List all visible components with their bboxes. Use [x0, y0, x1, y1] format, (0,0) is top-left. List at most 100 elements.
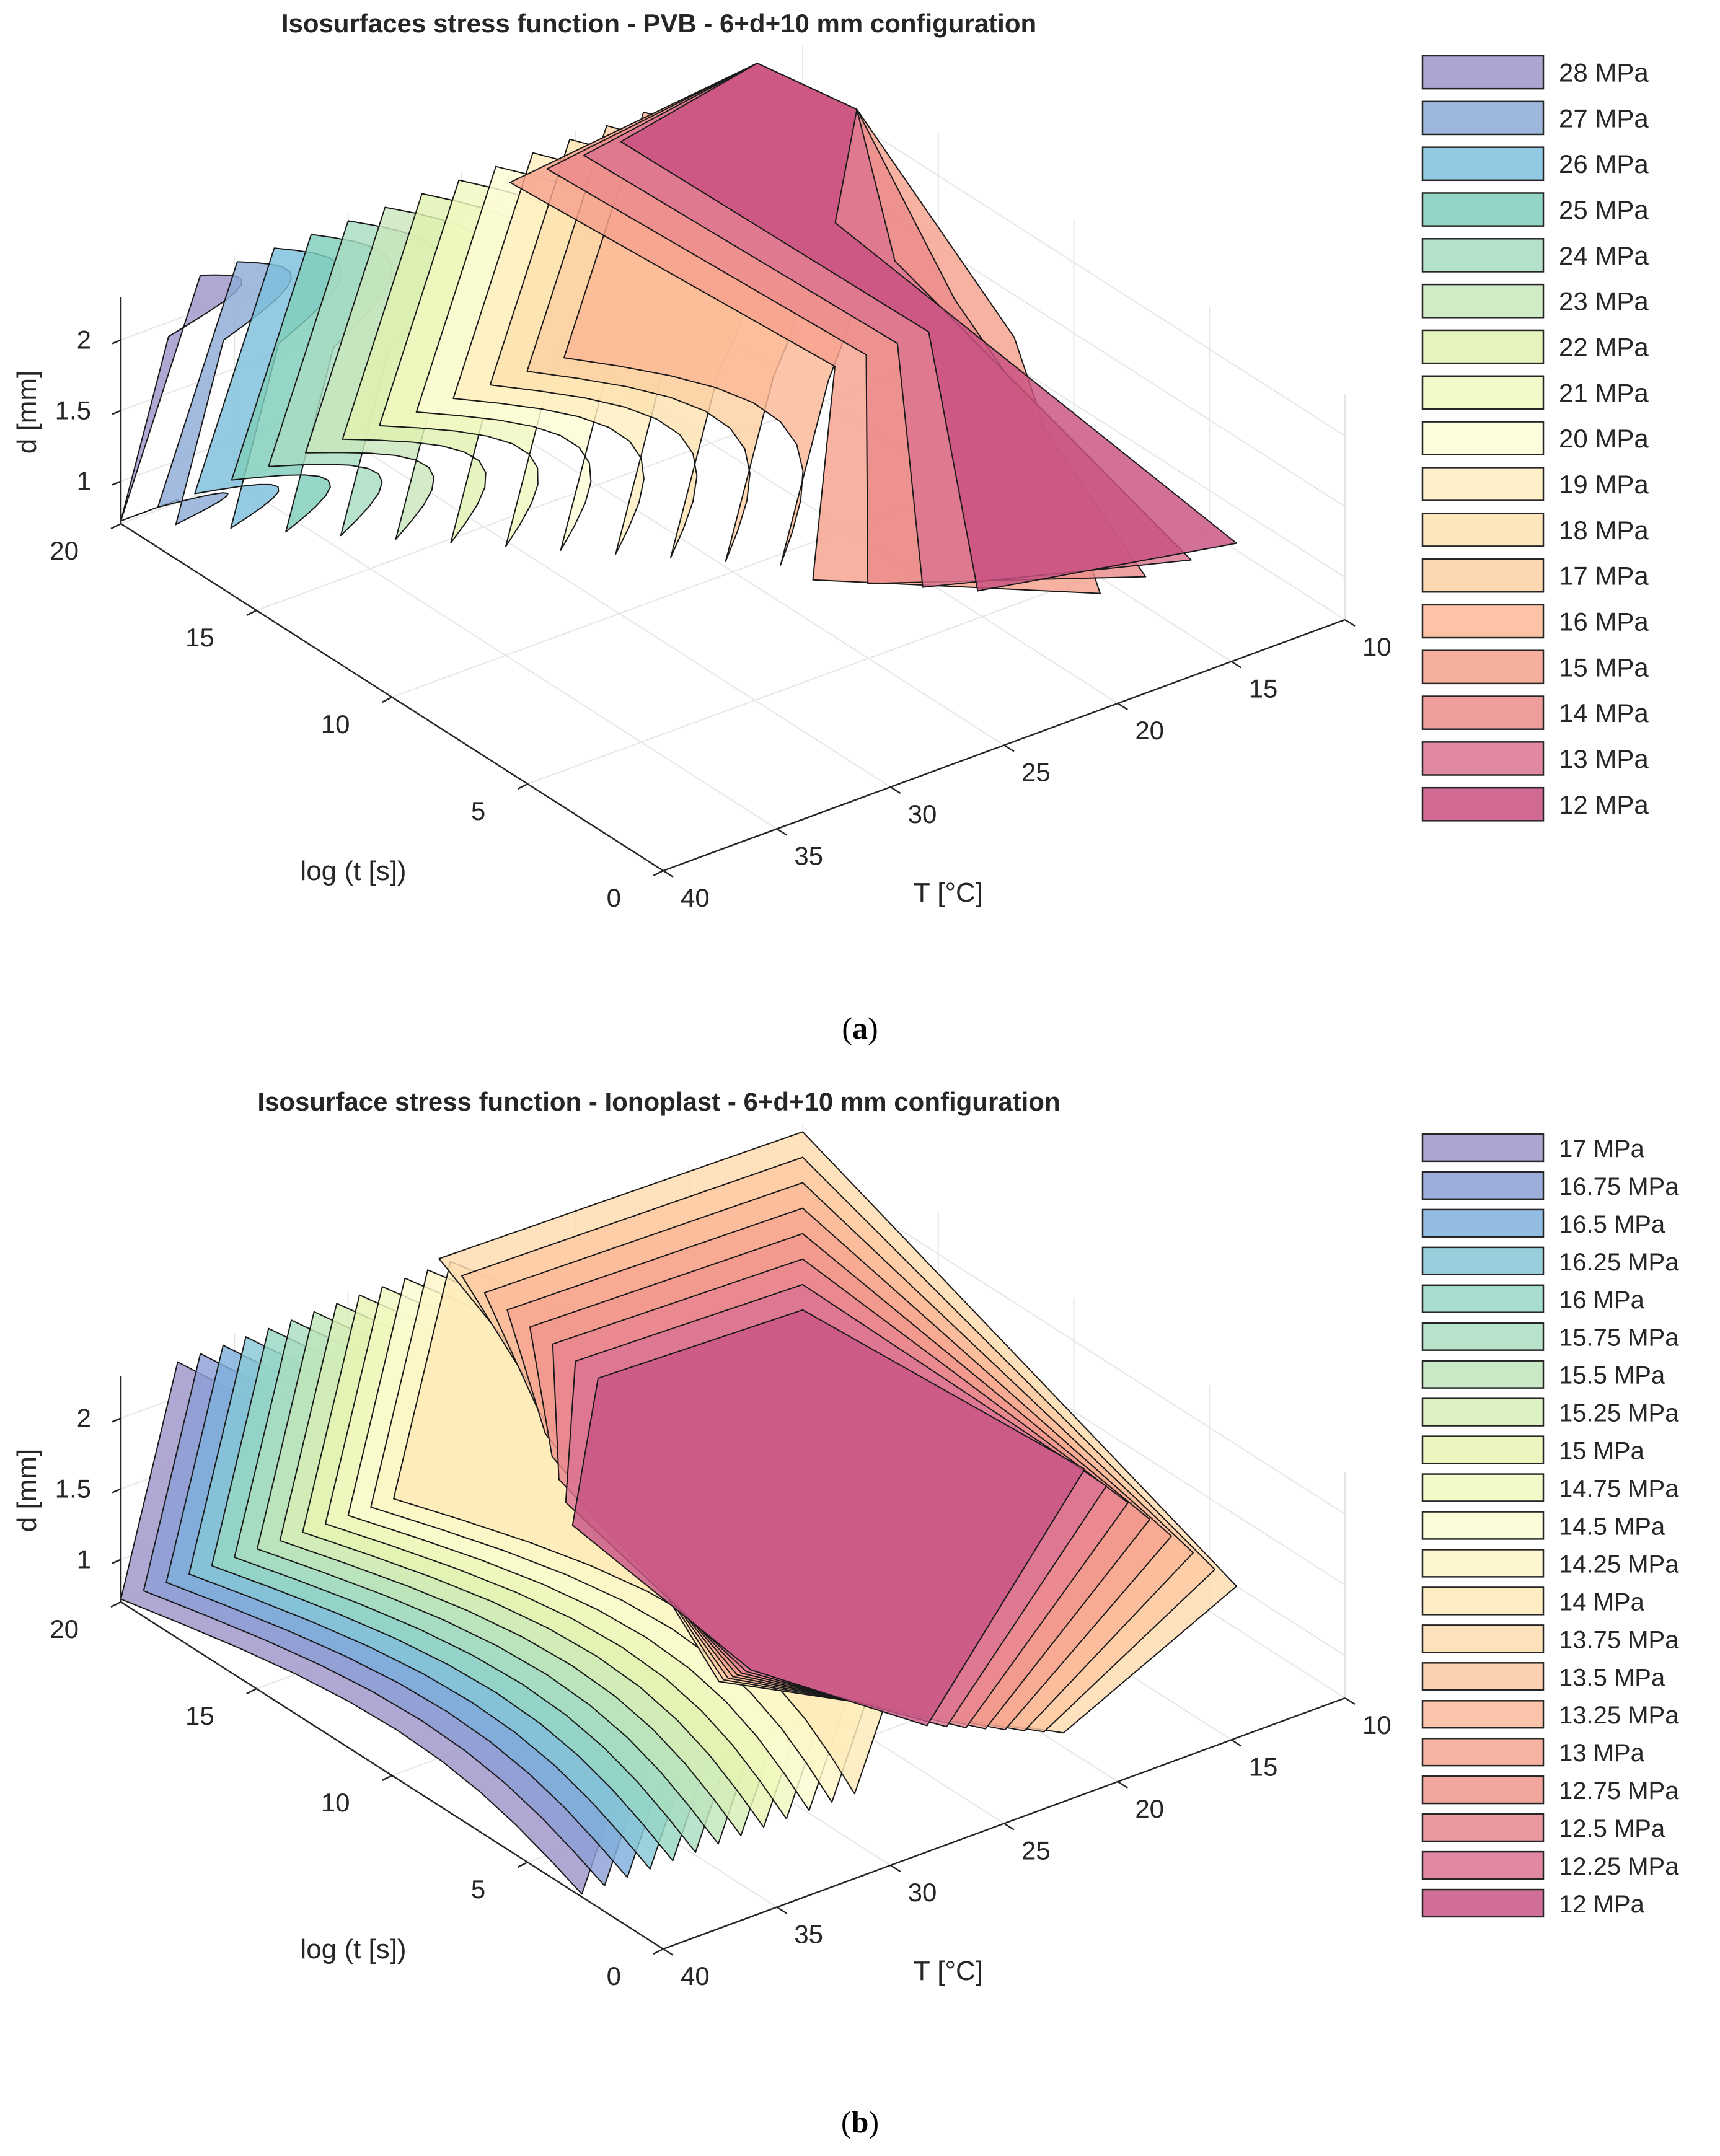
chart-panel-a: Isosurfaces stress function - PVB - 6+d+…: [0, 0, 1720, 1066]
pb-x-tick-label: 40: [681, 1961, 710, 1991]
chart-panel-b: Isosurface stress function - Ionoplast -…: [0, 1078, 1720, 2144]
pa-y-tick: [517, 783, 528, 790]
pb-z-tick-label: 2: [77, 1403, 91, 1432]
pa-legend-label: 26 MPa: [1559, 149, 1649, 178]
pb-y-tick: [653, 1948, 664, 1955]
pa-x-tick-label: 10: [1362, 632, 1391, 661]
pb-legend-swatch: [1421, 1662, 1545, 1691]
pb-legend-label: 15 MPa: [1559, 1438, 1645, 1465]
pb-legend-swatch: [1421, 1435, 1545, 1464]
pb-legend-label: 13.25 MPa: [1559, 1702, 1679, 1729]
pb-legend-label: 14 MPa: [1559, 1588, 1645, 1616]
pa-legend-swatch: [1421, 558, 1545, 593]
pa-y-tick-label: 10: [321, 710, 350, 739]
pa-legend-swatch: [1421, 467, 1545, 501]
pb-legend-label: 15.5 MPa: [1559, 1362, 1665, 1389]
pb-x-tick: [663, 1948, 674, 1956]
pb-isosurface-12: [571, 1309, 1085, 1727]
pa-y-tick-label: 0: [607, 883, 621, 912]
pa-z-tick: [112, 410, 121, 415]
pa-x-tick: [1117, 702, 1128, 711]
pa-isosurfaces: [120, 63, 1237, 594]
pa-x-axis-label: T [°C]: [914, 878, 983, 908]
pa-legend-label: 28 MPa: [1559, 58, 1649, 87]
pb-legend-swatch: [1421, 1208, 1545, 1238]
pa-legend-swatch: [1421, 238, 1545, 273]
pa-legend-swatch: [1421, 100, 1545, 136]
pb-legend-swatch: [1421, 1473, 1545, 1502]
pa-legend-swatch: [1421, 329, 1545, 364]
pb-legend-swatch: [1421, 1737, 1545, 1767]
pa-legend-swatch: [1421, 146, 1545, 182]
pb-legend-label: 14.5 MPa: [1559, 1513, 1665, 1540]
pa-x-tick-label: 40: [681, 883, 710, 912]
pb-legend: 17 MPa 16.75 MPa 16.5 MPa 16.25 MPa 16 MPa 15…: [1421, 1133, 1679, 1918]
pa-x-tick-label: 25: [1021, 758, 1051, 787]
pb-x-tick-label: 25: [1021, 1836, 1051, 1865]
pb-axes: [110, 1376, 1356, 1956]
pa-grid-line: [256, 359, 939, 611]
caption-a: (a): [842, 1011, 878, 1045]
pa-legend-label: 25 MPa: [1559, 195, 1649, 224]
pb-x-tick: [1117, 1780, 1128, 1789]
pa-legend-swatch: [1421, 649, 1545, 685]
pa-legend-swatch: [1421, 786, 1545, 822]
pa-legend-label: 18 MPa: [1559, 516, 1649, 545]
pa-y-tick-label: 20: [50, 536, 79, 565]
pa-z-tick-label: 1: [77, 467, 91, 496]
pb-legend-label: 13.5 MPa: [1559, 1664, 1665, 1691]
pb-isosurfaces: [120, 1131, 1237, 1895]
pa-x-tick: [890, 786, 901, 794]
pa-legend-label: 27 MPa: [1559, 103, 1649, 133]
pa-legend-label: 23 MPa: [1559, 287, 1649, 316]
pa-z-axis-label: d [mm]: [12, 371, 42, 454]
pa-z-tick-label: 2: [77, 325, 91, 354]
pa-x-tick: [663, 869, 674, 878]
pb-z-tick-label: 1.5: [55, 1474, 91, 1503]
pb-y-tick-label: 10: [321, 1788, 350, 1817]
pb-legend-label: 16 MPa: [1559, 1287, 1645, 1314]
pa-legend-label: 16 MPa: [1559, 607, 1649, 636]
pb-legend-label: 12.75 MPa: [1559, 1777, 1679, 1805]
pb-y-tick-label: 0: [607, 1961, 621, 1991]
pb-z-axis-label: d [mm]: [12, 1449, 42, 1532]
pb-y-tick-label: 20: [50, 1614, 79, 1643]
pb-y-tick: [381, 1774, 393, 1782]
pa-x-tick: [1231, 661, 1242, 669]
pb-y-tick: [246, 1687, 257, 1695]
pb-x-tick: [776, 1906, 787, 1914]
pb-legend-label: 12 MPa: [1559, 1891, 1645, 1918]
pb-legend-label: 12.5 MPa: [1559, 1815, 1665, 1842]
pb-legend-label: 14.25 MPa: [1559, 1551, 1679, 1578]
pb-x-tick-label: 30: [908, 1878, 937, 1907]
pb-legend-swatch: [1421, 1586, 1545, 1616]
pa-x-tick-label: 15: [1249, 674, 1278, 703]
pa-title: Isosurfaces stress function - PVB - 6+d+…: [281, 9, 1036, 38]
pa-y-tick-label: 15: [185, 623, 214, 652]
pb-legend-swatch: [1421, 1549, 1545, 1578]
pa-legend-label: 17 MPa: [1559, 561, 1649, 591]
pa-y-tick: [653, 869, 664, 877]
pa-legend-label: 12 MPa: [1559, 790, 1649, 819]
pb-z-tick: [112, 1559, 121, 1564]
pb-legend-swatch: [1421, 1511, 1545, 1540]
pa-legend-swatch: [1421, 604, 1545, 639]
pb-z-tick-label: 1: [77, 1545, 91, 1574]
pa-legend-label: 20 MPa: [1559, 424, 1649, 453]
pb-x-tick-label: 15: [1249, 1753, 1278, 1782]
pb-legend-swatch: [1421, 1813, 1545, 1842]
pa-axes: [110, 297, 1356, 878]
pa-legend-swatch: [1421, 741, 1545, 776]
pa-legend-label: 24 MPa: [1559, 241, 1649, 270]
pa-legend-label: 22 MPa: [1559, 333, 1649, 362]
pb-z-tick: [112, 1417, 121, 1423]
pa-legend-swatch: [1421, 512, 1545, 547]
pa-y-tick-label: 5: [471, 796, 485, 825]
pb-z-tick: [112, 1488, 121, 1494]
pb-legend-swatch: [1421, 1360, 1545, 1389]
pb-legend-swatch: [1421, 1775, 1545, 1805]
pa-y-tick: [110, 522, 121, 530]
pb-y-tick-label: 15: [185, 1701, 214, 1730]
pb-y-axis-label: log (t [s]): [300, 1934, 406, 1965]
pa-x-tick-label: 30: [908, 799, 937, 829]
